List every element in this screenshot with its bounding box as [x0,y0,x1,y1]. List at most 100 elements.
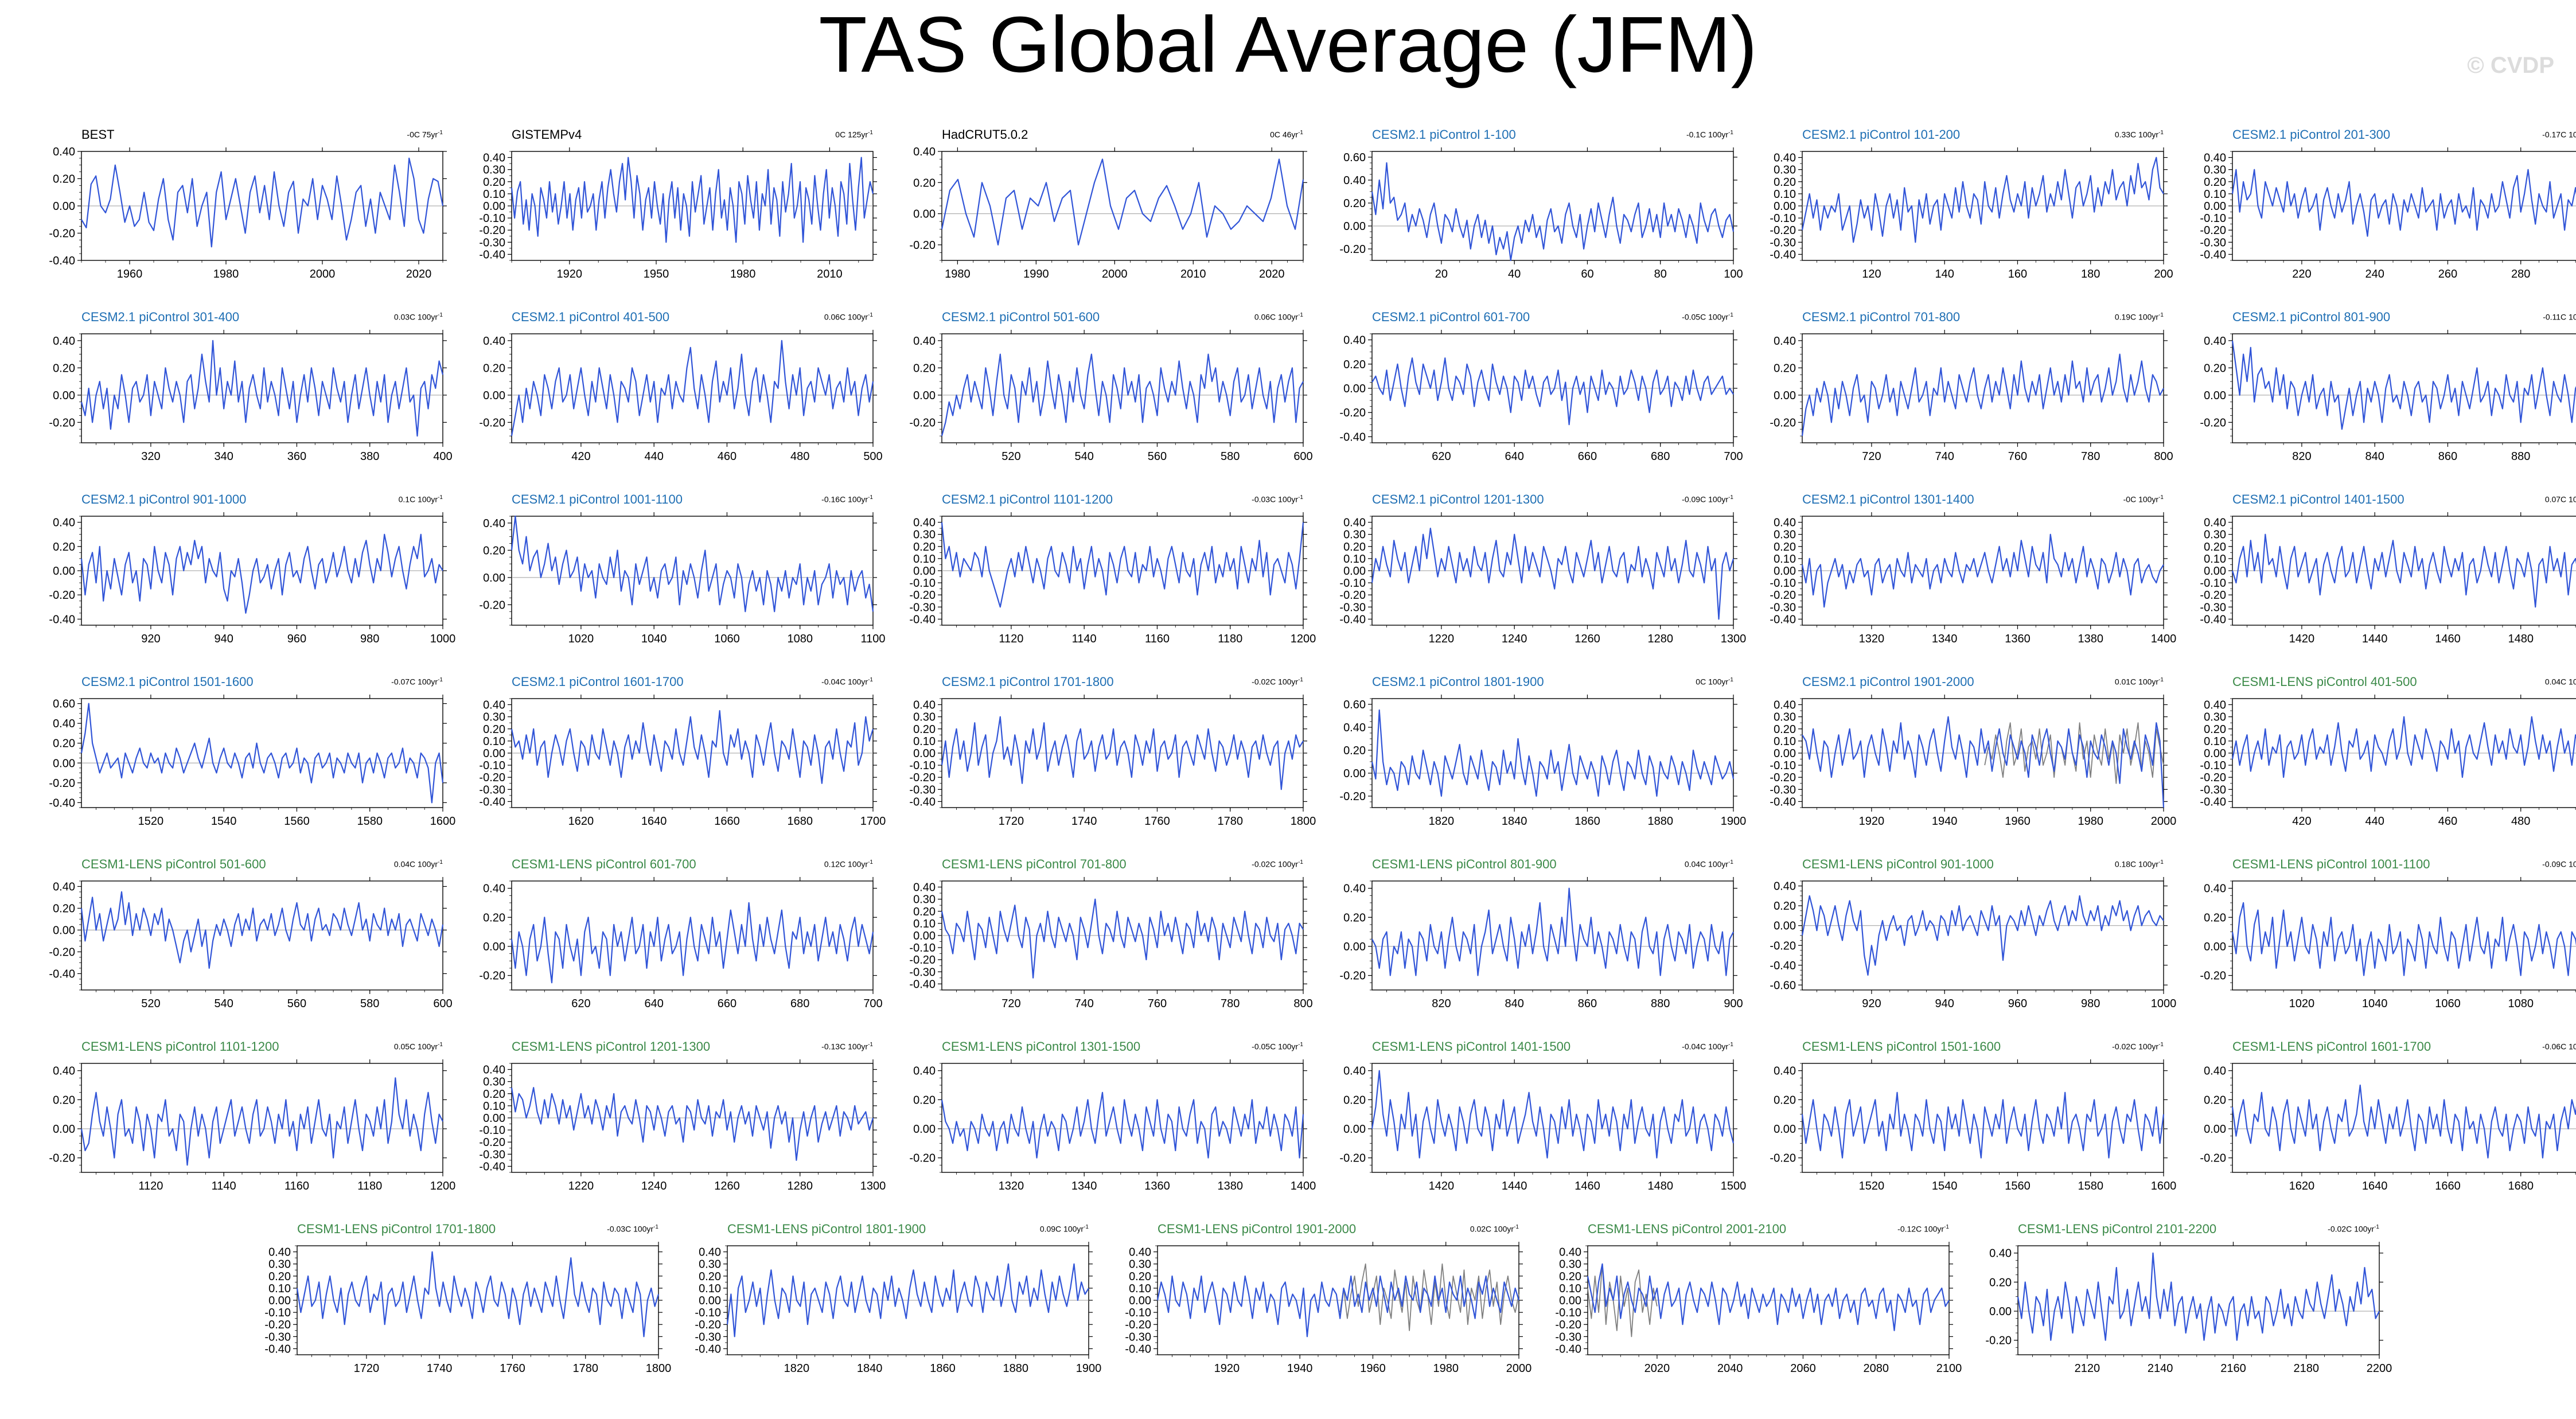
x-tick-label: 1980 [213,268,239,280]
y-tick-label: 0.40 [2204,335,2226,348]
line-chart: -0.20 0.00 0.20 0.40 520 540 560 580 600 [909,330,1313,463]
trend-label: 0.07C 100yr-1 [2545,494,2576,504]
y-tick-label: -0.20 [1339,970,1366,983]
y-tick-label: 0.30 [1774,711,1796,724]
x-tick-label: 1320 [999,1180,1024,1192]
x-tick-label: 720 [1862,450,1881,463]
chart-panel: CESM1-LENS piControl 1501-1600 -0.02C 100… [1768,1039,2198,1217]
panel-title: CESM2.1 piControl 901-1000 [81,492,247,506]
y-tick-label: 0.00 [2204,1123,2226,1136]
x-tick-label: 800 [1293,997,1312,1010]
series-line [2231,533,2576,608]
y-tick-label: 0.10 [1343,553,1366,566]
y-tick-label: 0.10 [2204,553,2226,566]
x-tick-label: 1440 [1502,1180,1527,1192]
y-tick-label: 0.30 [913,894,936,906]
y-tick-label: 0.00 [53,757,75,770]
y-tick-label: -0.10 [909,759,936,772]
y-tick-label: 0.20 [1774,900,1796,913]
series-line [1587,1263,1950,1331]
trend-label: 0C 125yr-1 [835,130,873,139]
panel-title: CESM1-LENS piControl 1701-1800 [297,1222,496,1236]
x-tick-label: 1600 [430,815,456,828]
trend-exponent: -1 [438,1042,443,1048]
trend-exponent: -1 [2158,677,2164,683]
x-tick-label: 1420 [2289,633,2315,645]
x-tick-label: 1680 [787,815,813,828]
x-tick-label: 1140 [212,1180,236,1192]
chart-panel: CESM1-LENS piControl 1601-1700 -0.06C 100… [2198,1039,2576,1217]
observed-overlay-line [1339,1263,1519,1331]
y-tick-label: 0.00 [1559,1295,1581,1307]
y-tick-label: -0.10 [909,942,936,954]
trend-label: -0.09C 100yr-1 [2542,859,2576,869]
line-chart: -0.20 0.00 0.20 0.40 2120 2140 2160 2180 2200 [1985,1242,2392,1375]
y-tick-label: 0.40 [2204,152,2226,165]
chart-panel: CESM1-LENS piControl 1801-1900 0.09C 100y… [693,1222,1123,1399]
series-line [1371,887,1734,976]
trend-exponent: -1 [2158,859,2164,866]
series-line [941,353,1304,436]
trend-exponent: -1 [868,677,873,683]
x-tick-label: 2060 [1790,1362,1816,1375]
x-tick-label: 860 [1578,997,1597,1010]
y-tick-label: 0.30 [2204,711,2226,724]
y-tick-label: 0.20 [1774,176,1796,189]
panel-title: GISTEMPv4 [512,127,582,142]
y-tick-label: 0.30 [1129,1258,1151,1271]
y-tick-label: 0.40 [913,699,936,712]
x-tick-label: 1320 [1859,633,1885,645]
y-tick-label: 0.00 [913,930,936,942]
trend-value: -0C 100yr [2123,494,2159,504]
line-chart: -0.40-0.30-0.20-0.100.000.100.200.300.40… [909,695,1316,828]
y-tick-label: 0.40 [1989,1248,2012,1260]
y-tick-label: -0.20 [909,1152,936,1165]
x-tick-label: 2000 [1102,268,1128,280]
x-tick-label: 1620 [568,815,594,828]
y-tick-label: 0.30 [1559,1258,1581,1271]
line-chart: -0.40-0.30-0.20-0.100.000.100.200.300.40… [1770,695,2176,828]
x-tick-label: 1140 [1072,633,1097,645]
x-tick-label: 1460 [2435,633,2461,645]
y-tick-label: 0.20 [53,738,75,750]
x-tick-label: 420 [571,450,590,463]
plot-frame [1371,880,1734,991]
y-tick-label: 0.20 [53,903,75,915]
x-tick-label: 100 [1724,268,1743,280]
y-tick-label: -0.20 [1339,589,1366,602]
trend-exponent: -1 [2158,1042,2164,1048]
series-line [510,1087,874,1161]
chart-panel: CESM2.1 piControl 1401-1500 0.07C 100yr-1… [2198,492,2576,670]
x-tick-label: 2010 [1180,268,1206,280]
x-tick-label: 820 [1432,997,1451,1010]
x-tick-label: 1080 [2508,997,2534,1010]
y-tick-label: -0.40 [1555,1343,1581,1355]
x-tick-label: 600 [1293,450,1312,463]
trend-value: -0.13C 100yr [821,1042,868,1051]
y-tick-label: 0.20 [268,1270,291,1283]
plot-frame [2017,1245,2380,1355]
trend-value: -0.16C 100yr [821,494,868,504]
y-tick-label: -0.20 [49,228,75,240]
x-tick-label: 1960 [1360,1362,1386,1375]
series-line [941,716,1304,790]
x-tick-label: 580 [360,997,379,1010]
x-tick-label: 520 [141,997,160,1010]
x-tick-label: 1720 [999,815,1024,828]
x-tick-label: 1640 [641,815,667,828]
trend-value: 0.33C 100yr [2114,130,2159,139]
y-tick-label: -0.20 [1339,407,1366,419]
trend-exponent: -1 [1298,494,1303,501]
x-tick-label: 1660 [2435,1180,2461,1192]
trend-exponent: -1 [1298,859,1303,866]
trend-label: -0.17C 100yr-1 [2542,130,2576,139]
y-tick-label: -0.30 [2200,236,2226,249]
watermark: © CVDP [2467,53,2554,78]
panel-title: CESM1-LENS piControl 1501-1600 [1802,1039,2001,1054]
x-tick-label: 600 [433,997,452,1010]
x-tick-label: 360 [287,450,306,463]
chart-panel: CESM1-LENS piControl 2101-2200 -0.02C 100… [1983,1222,2414,1399]
y-tick-label: 0.30 [1774,529,1796,541]
x-tick-label: 1740 [427,1362,453,1375]
